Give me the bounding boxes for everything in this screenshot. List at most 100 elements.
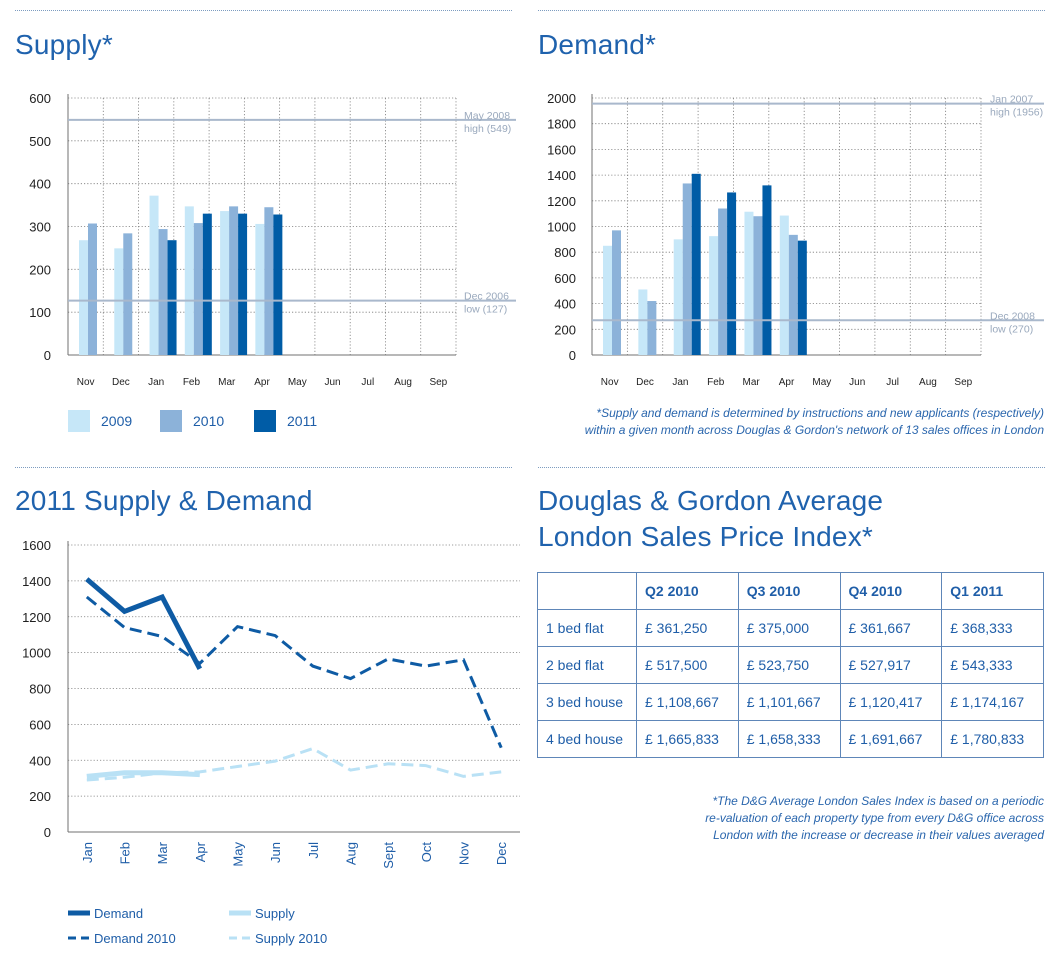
reference-label: low (127) [464,304,507,316]
y-tick-label: 400 [554,297,576,312]
x-tick-label: Mar [218,377,236,388]
y-tick-label: 1800 [547,117,576,132]
bar-2009-mar [220,211,230,355]
reference-label: Dec 2008 [990,310,1035,322]
x-tick-label: Nov [601,377,619,388]
table-cell: £ 1,658,333 [737,720,841,758]
x-tick-label: May [288,377,307,388]
legend-label-2011: 2011 [287,413,317,429]
bar-2010-dec [123,233,133,355]
y-tick-label: 500 [29,134,51,149]
bar-2009-dec [114,248,124,355]
table-cell: £ 375,000 [737,609,841,647]
y-tick-label: 200 [29,262,51,277]
table-cell: £ 1,108,667 [636,683,739,721]
legend-swatch-2010 [160,410,182,432]
bar-2009-feb [184,206,194,355]
reference-label: high (1956) [990,107,1043,119]
table-cell: £ 543,333 [941,646,1044,684]
x-tick-label: Aug [344,842,359,865]
reference-label: Dec 2006 [464,291,509,303]
table-cell: £ 517,500 [636,646,739,684]
y-tick-label: 1600 [22,538,51,553]
x-tick-label: Jan [148,377,164,388]
bar-2009-jan [673,239,683,355]
x-tick-label: Apr [254,377,270,388]
y-tick-label: 800 [29,682,51,697]
price-index-footnote-line3: London with the increase or decrease in … [713,828,1044,842]
x-tick-label: Jun [849,377,865,388]
bar-2009-feb [709,236,719,355]
price-index-header-row: Q2 2010 Q3 2010 Q4 2010 Q1 2011 [537,572,1044,610]
bar-2010-jan [158,229,168,355]
y-tick-label: 1600 [547,142,576,157]
x-tick-label: Jan [672,377,688,388]
x-tick-label: Jul [361,377,374,388]
series-line-supply [86,770,200,779]
bar-2009-jan [149,195,159,355]
bar-2011-jan [167,240,177,355]
x-tick-label: Mar [743,377,761,388]
y-tick-label: 2000 [547,91,576,106]
price-index-title-line1: Douglas & Gordon Average [538,485,884,516]
y-tick-label: 600 [29,91,51,106]
x-tick-label: Sep [429,377,447,388]
legend-label-demand-2010: Demand 2010 [94,931,176,946]
y-tick-label: 1000 [547,220,576,235]
price-index-title-line2: London Sales Price Index* [538,521,873,552]
row-label: 3 bed house [537,683,637,721]
legend-label-2009: 2009 [101,413,132,429]
x-tick-label: Nov [457,842,472,866]
table-row: 4 bed house £ 1,665,833 £ 1,658,333 £ 1,… [537,720,1044,758]
top-right-rule [538,10,1045,11]
legend-label-supply-2010: Supply 2010 [255,931,327,946]
bar-2010-apr [264,207,274,355]
price-index-footnote: *The D&G Average London Sales Index is b… [600,793,1044,844]
bar-2011-apr [797,240,807,355]
mid-left-rule [15,467,512,468]
bar-2010-jan [682,183,692,355]
bar-2009-dec [638,289,648,355]
y-tick-label: 0 [44,348,51,363]
y-tick-label: 200 [29,789,51,804]
x-tick-label: Dec [494,842,509,866]
row-label: 2 bed flat [537,646,637,684]
bar-2009-apr [255,223,265,355]
legend-label-supply: Supply [255,906,295,921]
bar-2011-mar [762,185,772,355]
y-tick-label: 1400 [22,574,51,589]
reference-label: May 2008 [464,110,510,122]
x-tick-label: Mar [155,841,170,864]
bar-2010-feb [718,208,728,355]
bar-2011-feb [727,192,737,355]
bar-2009-apr [779,215,789,355]
table-row: 3 bed house £ 1,108,667 £ 1,101,667 £ 1,… [537,683,1044,721]
y-tick-label: 800 [554,245,576,260]
x-tick-label: Jul [886,377,899,388]
bar-2011-feb [202,213,212,355]
supply-demand-footnote: *Supply and demand is determined by inst… [538,405,1044,439]
table-cell: £ 1,665,833 [636,720,739,758]
bar-2009-nov [603,245,612,355]
y-tick-label: 600 [29,717,51,732]
x-tick-label: Nov [77,377,95,388]
x-tick-label: Dec [636,377,654,388]
x-tick-label: Aug [919,377,937,388]
x-tick-label: Oct [419,842,434,863]
table-cell: £ 1,174,167 [941,683,1044,721]
y-tick-label: 1200 [547,194,576,209]
x-tick-label: Feb [118,842,133,864]
combined-title: 2011 Supply & Demand [15,485,313,516]
legend-swatch-2011 [254,410,276,432]
legend-label-demand: Demand [94,906,143,921]
table-cell: £ 368,333 [941,609,1044,647]
reference-label: Jan 2007 [990,94,1033,106]
supply-demand-footnote-line2: within a given month across Douglas & Go… [584,423,1044,437]
bar-2010-mar [229,206,239,355]
reference-label: low (270) [990,323,1033,335]
bar-2009-nov [79,240,88,355]
bar-2010-mar [753,216,763,355]
x-tick-label: Dec [112,377,130,388]
y-tick-label: 300 [29,220,51,235]
